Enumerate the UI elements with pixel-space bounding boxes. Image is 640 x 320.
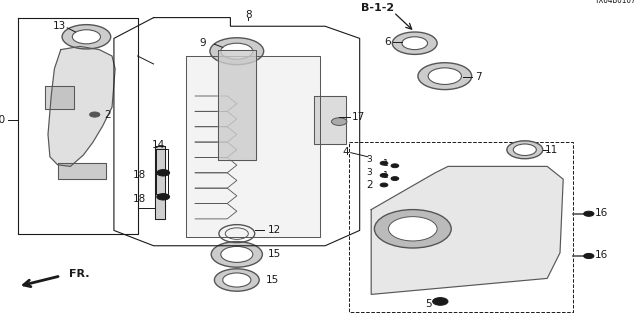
- Text: 12: 12: [268, 225, 281, 235]
- Circle shape: [90, 112, 100, 117]
- Circle shape: [221, 43, 253, 59]
- Text: 3: 3: [367, 168, 372, 177]
- Circle shape: [388, 217, 437, 241]
- Circle shape: [391, 164, 399, 168]
- Circle shape: [374, 210, 451, 248]
- Circle shape: [391, 177, 399, 180]
- Text: TX64B0107: TX64B0107: [595, 0, 637, 5]
- Circle shape: [507, 141, 543, 159]
- Text: 7: 7: [475, 72, 481, 83]
- Text: 10: 10: [0, 115, 6, 125]
- Text: 4: 4: [342, 147, 349, 157]
- Circle shape: [584, 253, 594, 259]
- Text: 18: 18: [132, 170, 146, 180]
- Circle shape: [433, 298, 448, 305]
- Circle shape: [211, 242, 262, 267]
- Text: 1: 1: [383, 172, 388, 180]
- Polygon shape: [314, 96, 346, 144]
- Circle shape: [428, 68, 461, 84]
- Circle shape: [513, 144, 536, 156]
- Circle shape: [157, 170, 170, 176]
- Text: B-1-2: B-1-2: [361, 3, 394, 13]
- Circle shape: [157, 194, 170, 200]
- Text: 16: 16: [595, 250, 609, 260]
- Circle shape: [392, 32, 437, 54]
- Circle shape: [418, 63, 472, 90]
- Polygon shape: [45, 86, 74, 109]
- Polygon shape: [186, 56, 320, 237]
- Polygon shape: [155, 146, 165, 219]
- Circle shape: [380, 161, 388, 165]
- Text: 2: 2: [366, 180, 372, 190]
- Text: 11: 11: [545, 145, 559, 155]
- Text: 3: 3: [367, 156, 372, 164]
- Circle shape: [402, 37, 428, 50]
- Text: FR.: FR.: [69, 268, 90, 279]
- Polygon shape: [114, 18, 360, 246]
- Polygon shape: [58, 163, 106, 179]
- Text: 17: 17: [352, 112, 365, 122]
- Text: 1: 1: [383, 159, 388, 168]
- Circle shape: [72, 30, 100, 44]
- Text: 15: 15: [266, 275, 279, 285]
- Circle shape: [380, 173, 388, 177]
- Text: 6: 6: [384, 37, 390, 47]
- Text: 9: 9: [200, 37, 206, 48]
- Text: 18: 18: [132, 194, 146, 204]
- Circle shape: [221, 246, 253, 262]
- Polygon shape: [218, 50, 256, 160]
- Text: 15: 15: [268, 249, 281, 260]
- Text: 5: 5: [426, 299, 432, 309]
- Text: 8: 8: [245, 10, 252, 20]
- Circle shape: [223, 273, 251, 287]
- Text: 13: 13: [52, 21, 66, 31]
- Circle shape: [62, 25, 111, 49]
- Polygon shape: [371, 166, 563, 294]
- Text: 2: 2: [104, 110, 111, 120]
- Circle shape: [584, 211, 594, 216]
- Circle shape: [210, 38, 264, 65]
- Text: 16: 16: [595, 208, 609, 218]
- Circle shape: [332, 118, 347, 125]
- Text: 14: 14: [152, 140, 165, 150]
- Circle shape: [380, 183, 388, 187]
- Polygon shape: [48, 46, 115, 166]
- Circle shape: [214, 269, 259, 291]
